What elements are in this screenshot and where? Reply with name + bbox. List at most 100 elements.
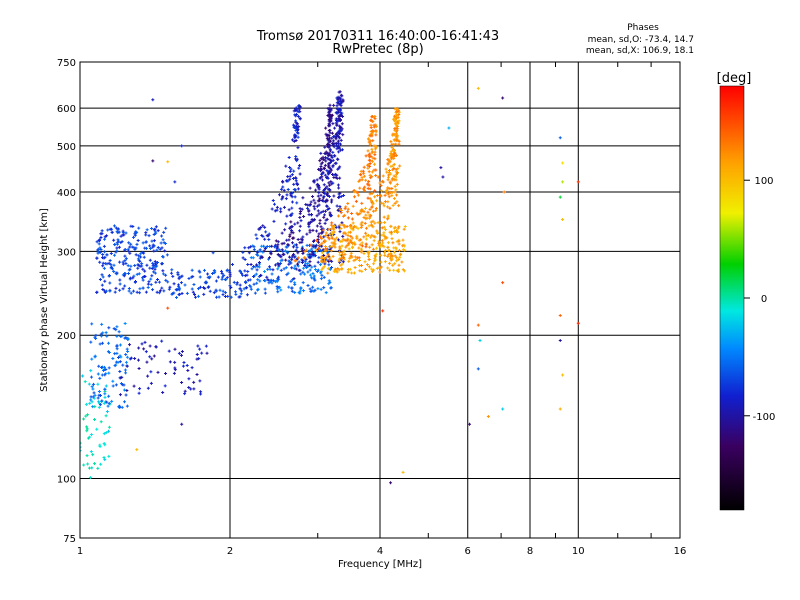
echo-point bbox=[123, 259, 127, 263]
echo-point bbox=[298, 241, 302, 245]
echo-point bbox=[389, 224, 393, 228]
echo-point bbox=[293, 290, 297, 294]
echo-point bbox=[315, 229, 319, 233]
echo-point bbox=[86, 462, 90, 466]
echo-point bbox=[137, 226, 141, 230]
echo-point bbox=[115, 347, 119, 351]
echo-point bbox=[358, 259, 362, 263]
echo-point bbox=[145, 228, 149, 232]
chart-title: Tromsø 20170311 16:40:00-16:41:43 bbox=[256, 29, 499, 44]
isolated-echo-point bbox=[561, 161, 565, 165]
echo-point bbox=[306, 284, 310, 288]
echo-point bbox=[382, 215, 386, 219]
echo-point bbox=[256, 278, 260, 282]
echo-point bbox=[235, 282, 239, 286]
echo-point bbox=[325, 185, 329, 189]
echo-point bbox=[301, 281, 305, 285]
echo-point bbox=[388, 154, 392, 158]
isolated-echo-point bbox=[476, 323, 480, 327]
echo-point bbox=[118, 393, 122, 397]
echo-point bbox=[202, 292, 206, 296]
echo-point bbox=[320, 237, 324, 241]
echo-point bbox=[118, 360, 122, 364]
x-tick-label: 4 bbox=[377, 546, 383, 557]
echo-point bbox=[143, 246, 147, 250]
echo-point bbox=[134, 230, 138, 234]
echo-point bbox=[373, 189, 377, 193]
echo-point bbox=[224, 278, 228, 282]
echo-point bbox=[294, 259, 298, 263]
echo-point bbox=[315, 214, 319, 218]
echo-point bbox=[296, 264, 300, 268]
colorbar-tick-label: -100 bbox=[753, 412, 776, 423]
echo-point bbox=[335, 111, 339, 115]
echo-point bbox=[374, 255, 378, 259]
echo-point bbox=[315, 204, 319, 208]
echo-point bbox=[392, 268, 396, 272]
echo-point bbox=[349, 251, 353, 255]
echo-point bbox=[103, 373, 107, 377]
echo-point bbox=[342, 194, 346, 198]
echo-point bbox=[324, 132, 328, 136]
echo-point bbox=[400, 260, 404, 264]
echo-point bbox=[323, 257, 327, 261]
echo-point bbox=[372, 168, 376, 172]
echo-point bbox=[387, 158, 391, 162]
echo-point bbox=[290, 286, 294, 290]
y-tick-label: 500 bbox=[57, 142, 76, 153]
echo-point bbox=[173, 347, 177, 351]
echo-point bbox=[270, 244, 274, 248]
echo-point bbox=[383, 260, 387, 264]
echo-point bbox=[238, 287, 242, 291]
echo-point bbox=[359, 222, 363, 226]
echo-point bbox=[330, 259, 334, 263]
echo-point bbox=[306, 253, 310, 257]
echo-point bbox=[242, 287, 246, 291]
echo-point bbox=[102, 432, 106, 436]
echo-point bbox=[282, 205, 286, 209]
echo-point bbox=[353, 242, 357, 246]
echo-point bbox=[337, 195, 341, 199]
echo-point bbox=[373, 147, 377, 151]
echo-point bbox=[108, 227, 112, 231]
echo-point bbox=[86, 413, 90, 417]
echo-point bbox=[87, 382, 91, 386]
echo-point bbox=[192, 283, 196, 287]
echo-point bbox=[339, 148, 343, 152]
echo-point bbox=[380, 179, 384, 183]
echo-point bbox=[298, 207, 302, 211]
echo-point bbox=[359, 250, 363, 254]
echo-point bbox=[124, 393, 128, 397]
echo-point bbox=[320, 273, 324, 277]
echo-point bbox=[331, 135, 335, 139]
echo-point bbox=[322, 275, 326, 279]
echo-point bbox=[281, 249, 285, 253]
echo-point bbox=[115, 325, 119, 329]
echo-point bbox=[327, 254, 331, 258]
echo-point bbox=[327, 140, 331, 144]
echo-point bbox=[319, 193, 323, 197]
echo-point bbox=[234, 292, 238, 296]
isolated-echo-point bbox=[180, 144, 184, 148]
echo-point bbox=[308, 268, 312, 272]
echo-point bbox=[263, 237, 267, 241]
echo-point bbox=[103, 458, 107, 462]
echo-point bbox=[326, 250, 330, 254]
echo-point bbox=[337, 90, 341, 94]
echo-point bbox=[320, 241, 324, 245]
echo-point bbox=[246, 262, 250, 266]
echo-point bbox=[371, 201, 375, 205]
echo-point bbox=[336, 266, 340, 270]
echo-point bbox=[284, 222, 288, 226]
echo-point bbox=[369, 267, 373, 271]
echo-point bbox=[350, 217, 354, 221]
echo-point bbox=[359, 169, 363, 173]
echo-point bbox=[337, 146, 341, 150]
echo-point bbox=[307, 208, 311, 212]
echo-point bbox=[329, 115, 333, 119]
echo-point bbox=[315, 178, 319, 182]
echo-point bbox=[169, 271, 173, 275]
echo-point bbox=[323, 186, 327, 190]
echo-point bbox=[286, 243, 290, 247]
echo-point bbox=[338, 247, 342, 251]
